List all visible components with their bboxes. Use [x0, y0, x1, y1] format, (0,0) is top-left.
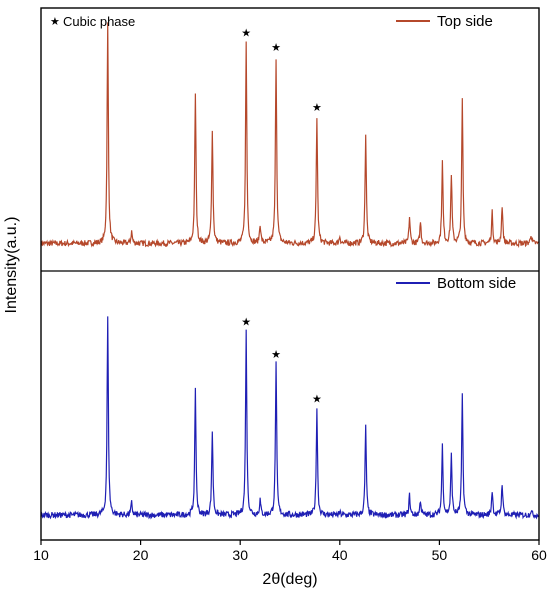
- annotation-label: Cubic phase: [63, 14, 135, 29]
- legend-label-bottom: Bottom side: [437, 275, 516, 292]
- y-axis-title: Intensity(a.u.): [3, 217, 20, 314]
- x-tick-label-30: 30: [232, 547, 248, 563]
- cubic-phase-star-bottom-2: ★: [312, 392, 322, 405]
- x-tick-label-50: 50: [432, 547, 448, 563]
- cubic-phase-star-top-1: ★: [271, 41, 281, 54]
- legend-label-top: Top side: [437, 13, 493, 30]
- series-line-top: [40, 22, 540, 249]
- plot-frame: [40, 7, 540, 541]
- x-tick-label-60: 60: [531, 547, 547, 563]
- cubic-phase-star-top-2: ★: [312, 101, 322, 114]
- series-line-bottom: [40, 316, 540, 520]
- x-tick-label-40: 40: [332, 547, 348, 563]
- x-tick-label-20: 20: [133, 547, 149, 563]
- cubic-phase-star-bottom-0: ★: [241, 316, 251, 329]
- cubic-phase-star-top-0: ★: [241, 27, 251, 40]
- cubic-phase-star-bottom-1: ★: [271, 348, 281, 361]
- x-tick-label-10: 10: [33, 547, 49, 563]
- x-axis-title: 2θ(deg): [262, 571, 317, 588]
- annotation-marker: ★: [50, 15, 60, 28]
